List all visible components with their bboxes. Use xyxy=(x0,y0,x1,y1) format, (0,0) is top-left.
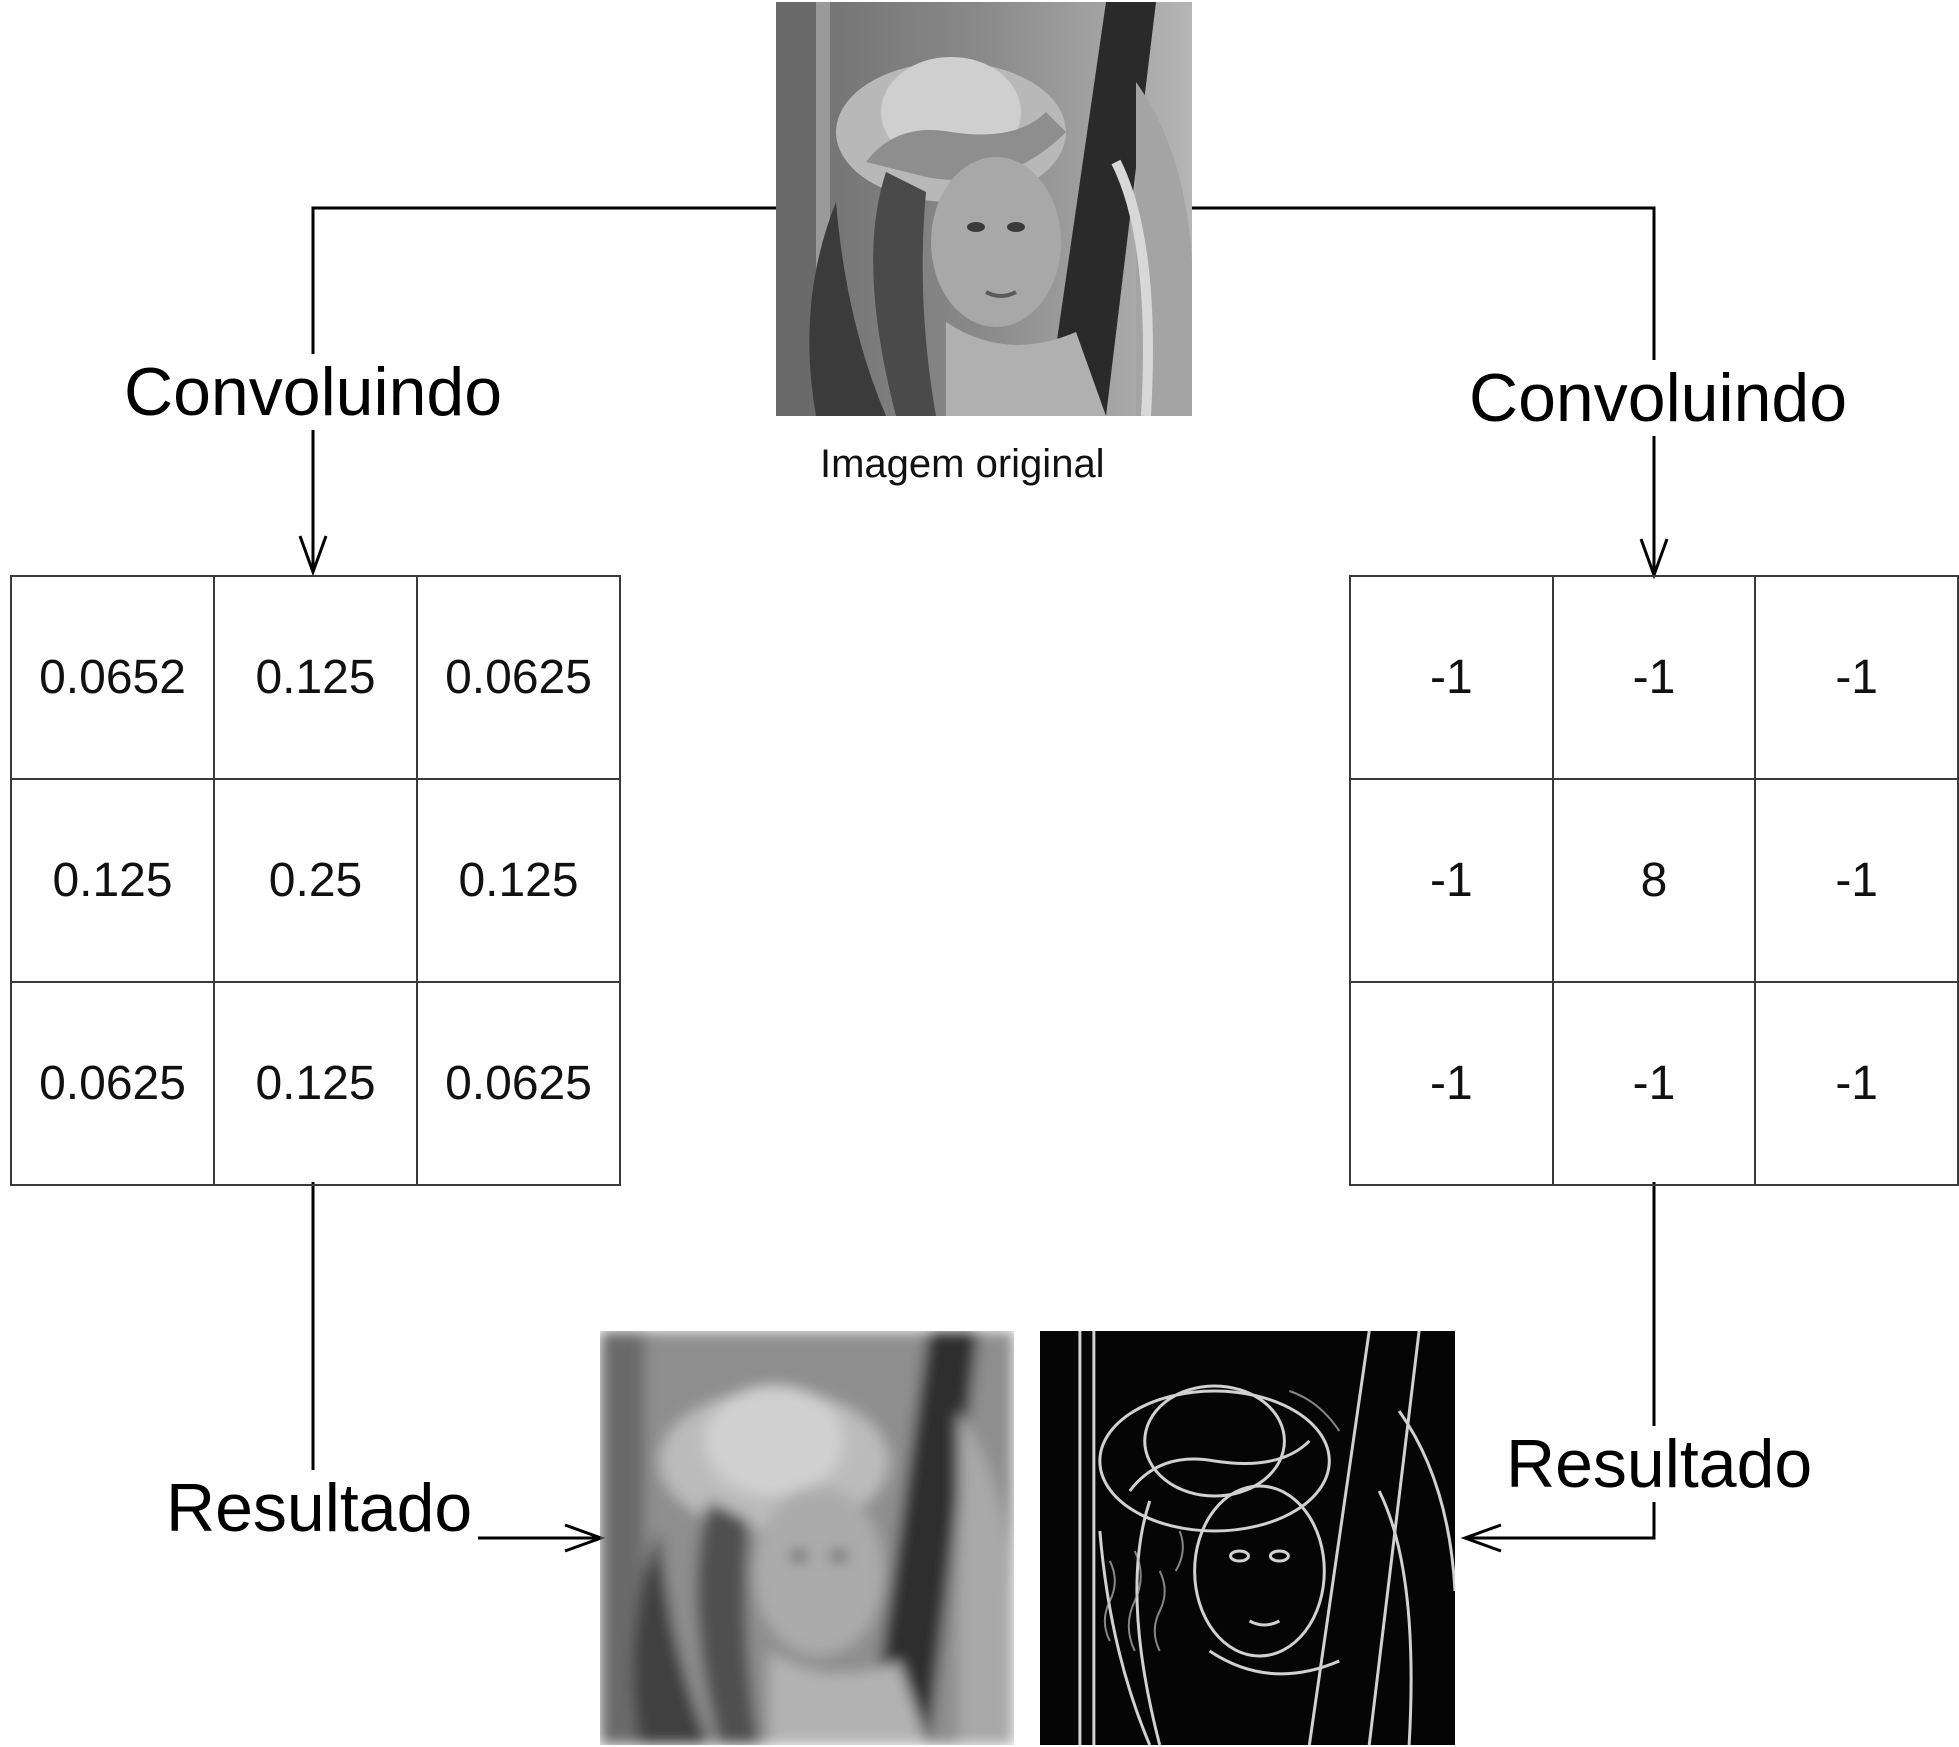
right-arrowhead-left xyxy=(1460,1523,1502,1553)
original-image xyxy=(776,2,1192,416)
kernel-cell: 0.125 xyxy=(416,778,621,983)
kernel-cell: -1 xyxy=(1349,981,1554,1186)
blurred-result-image xyxy=(600,1331,1014,1745)
right-result-label: Resultado xyxy=(1500,1426,1819,1502)
left-result-label: Resultado xyxy=(160,1470,479,1546)
kernel-cell: 0.0625 xyxy=(416,575,621,780)
kernel-cell: 0.125 xyxy=(10,778,215,983)
original-image-caption: Imagem original xyxy=(820,442,1105,486)
kernel-row: -1 -1 -1 xyxy=(1349,575,1959,780)
kernel-cell: -1 xyxy=(1754,778,1959,983)
kernel-row: 0.0625 0.125 0.0625 xyxy=(10,981,621,1186)
right-kernel-matrix: -1 -1 -1 -1 8 -1 -1 -1 -1 xyxy=(1349,575,1959,1186)
kernel-cell: 0.0625 xyxy=(416,981,621,1186)
right-arrowhead-down xyxy=(1639,538,1669,580)
kernel-cell: -1 xyxy=(1754,981,1959,1186)
left-step-label: Convoluindo xyxy=(118,354,509,430)
kernel-cell: 0.0652 xyxy=(10,575,215,780)
kernel-cell: 8 xyxy=(1551,778,1757,983)
kernel-cell: -1 xyxy=(1349,778,1554,983)
kernel-cell: -1 xyxy=(1551,981,1757,1186)
edge-result-image xyxy=(1040,1331,1455,1745)
kernel-cell: 0.25 xyxy=(213,778,418,983)
kernel-cell: -1 xyxy=(1551,575,1757,780)
right-step-label: Convoluindo xyxy=(1463,360,1854,436)
right-connector-bottom xyxy=(1465,1182,1656,1540)
left-arrowhead-down xyxy=(298,535,328,577)
kernel-cell: -1 xyxy=(1754,575,1959,780)
kernel-cell: -1 xyxy=(1349,575,1554,780)
right-connector-top xyxy=(1190,206,1656,575)
kernel-row: -1 8 -1 xyxy=(1349,778,1959,983)
left-connector-top xyxy=(311,206,776,572)
kernel-row: 0.0652 0.125 0.0625 xyxy=(10,575,621,780)
kernel-row: -1 -1 -1 xyxy=(1349,981,1959,1186)
kernel-cell: 0.125 xyxy=(213,981,418,1186)
left-kernel-matrix: 0.0652 0.125 0.0625 0.125 0.25 0.125 0.0… xyxy=(10,575,621,1186)
kernel-row: 0.125 0.25 0.125 xyxy=(10,778,621,983)
kernel-cell: 0.125 xyxy=(213,575,418,780)
kernel-cell: 0.0625 xyxy=(10,981,215,1186)
